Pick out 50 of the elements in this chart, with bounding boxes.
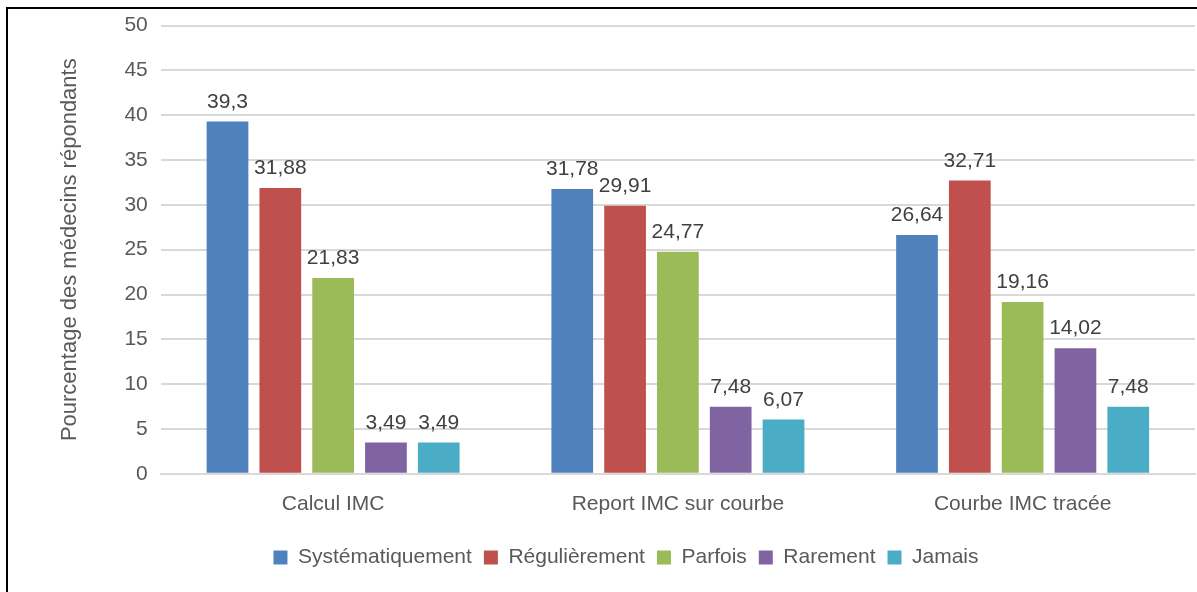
y-tick-label: 15 bbox=[124, 326, 148, 350]
bar bbox=[1001, 302, 1044, 473]
data-label: 31,78 bbox=[545, 156, 599, 180]
data-label: 24,77 bbox=[651, 219, 705, 243]
y-tick-label: 25 bbox=[124, 236, 148, 260]
bar bbox=[948, 180, 991, 473]
y-tick-label: 35 bbox=[124, 146, 148, 170]
bar bbox=[312, 278, 354, 473]
data-label: 6,07 bbox=[763, 386, 804, 410]
x-tick-label: Report IMC sur courbe bbox=[571, 491, 785, 515]
bar bbox=[551, 188, 594, 473]
data-label: 3,49 bbox=[418, 409, 460, 433]
y-tick-label: 20 bbox=[124, 281, 148, 305]
bar bbox=[604, 205, 646, 473]
y-tick-label: 50 bbox=[124, 12, 148, 36]
data-label: 29,91 bbox=[598, 172, 652, 196]
bar bbox=[1107, 406, 1150, 473]
data-label: 7,48 bbox=[710, 374, 752, 398]
data-label: 7,48 bbox=[1107, 374, 1149, 398]
data-label: 19,16 bbox=[996, 269, 1049, 293]
data-label: 26,64 bbox=[890, 202, 944, 226]
y-axis-title: Pourcentage des médecins répondants bbox=[56, 58, 82, 442]
y-tick-label: 45 bbox=[124, 57, 148, 81]
y-tick-label: 5 bbox=[136, 415, 148, 439]
bar bbox=[709, 406, 752, 473]
data-label: 21,83 bbox=[306, 245, 360, 269]
y-tick-label: 0 bbox=[136, 460, 148, 484]
bar bbox=[365, 442, 407, 473]
data-label: 32,71 bbox=[943, 147, 997, 171]
legend-label: Régulièrement bbox=[508, 544, 646, 568]
data-label: 14,02 bbox=[1049, 315, 1102, 339]
bar bbox=[206, 121, 249, 473]
bar bbox=[259, 188, 302, 473]
bar bbox=[1054, 348, 1097, 473]
bar bbox=[896, 235, 938, 473]
y-tick-label: 40 bbox=[124, 102, 148, 126]
bar bbox=[417, 442, 460, 473]
data-label: 3,49 bbox=[365, 409, 407, 433]
bar bbox=[657, 251, 699, 473]
data-label: 39,3 bbox=[207, 88, 248, 112]
legend-label: Jamais bbox=[912, 544, 979, 568]
legend-label: Systématiquement bbox=[297, 544, 473, 568]
data-label: 31,88 bbox=[254, 155, 307, 179]
x-tick-label: Courbe IMC tracée bbox=[933, 491, 1112, 515]
bar bbox=[762, 419, 805, 473]
legend-label: Rarement bbox=[783, 544, 876, 568]
y-tick-label: 10 bbox=[124, 370, 148, 394]
legend-label: Parfois bbox=[681, 544, 747, 568]
y-tick-label: 30 bbox=[124, 191, 148, 215]
x-tick-label: Calcul IMC bbox=[281, 491, 385, 515]
